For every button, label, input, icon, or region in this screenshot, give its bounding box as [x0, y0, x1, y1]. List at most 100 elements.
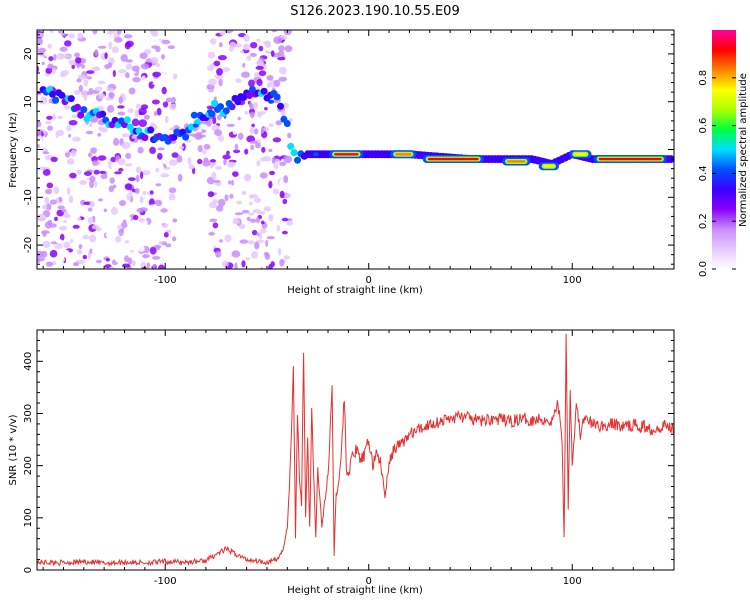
noise-blob [283, 255, 291, 260]
noise-blob [254, 128, 259, 135]
noise-blob [203, 143, 211, 150]
noise-blob [232, 127, 238, 135]
noise-blob [57, 205, 65, 210]
noise-blob [241, 197, 249, 201]
noise-blob [164, 77, 172, 84]
noise-blob [138, 119, 147, 127]
noise-blob [125, 59, 133, 63]
noise-blob [66, 229, 72, 235]
noise-blob [212, 116, 217, 125]
noise-blob [68, 195, 74, 203]
noise-blob [124, 163, 133, 167]
noise-blob [124, 183, 133, 191]
noise-blob [164, 115, 169, 123]
noise-blob [273, 36, 283, 44]
noise-blob [59, 72, 67, 78]
noise-blob [281, 244, 287, 251]
noise-blob [162, 223, 169, 229]
noise-blob [84, 263, 92, 269]
noise-blob [69, 172, 77, 179]
noise-blob [66, 158, 75, 165]
noise-blob [226, 150, 230, 156]
noise-blob [207, 51, 216, 59]
ridge-blob [49, 90, 56, 98]
snr-series-line [37, 333, 674, 568]
noise-blob [120, 54, 128, 62]
noise-blob [136, 230, 145, 235]
noise-blob [117, 158, 126, 166]
ridge-blob [74, 103, 81, 111]
ridge-blob [290, 149, 298, 157]
noise-blob [161, 86, 167, 95]
noise-blob [217, 55, 227, 61]
noise-blob [153, 244, 162, 249]
noise-blob [138, 245, 145, 253]
noise-blob [208, 231, 216, 236]
noise-blob [197, 145, 203, 153]
ridge-blob [277, 102, 284, 110]
noise-blob [157, 147, 165, 151]
noise-blob [132, 76, 141, 83]
y-tick-label: 0 [23, 146, 34, 152]
noise-blob [254, 72, 261, 78]
noise-blob [37, 32, 45, 38]
noise-blob [122, 263, 131, 268]
hot-segment-core [395, 153, 412, 156]
noise-blob [249, 52, 257, 58]
noise-blob [61, 33, 67, 37]
spectrogram-xlabel: Height of straight line (km) [287, 285, 423, 296]
noise-blob [135, 103, 142, 110]
noise-blob [209, 201, 218, 209]
noise-blob [255, 217, 261, 224]
noise-blob [94, 66, 99, 71]
noise-blob [226, 123, 235, 127]
noise-blob [45, 67, 53, 74]
noise-blob [71, 64, 75, 70]
noise-blob [150, 122, 154, 128]
noise-blob [37, 258, 41, 263]
noise-blob [97, 132, 102, 137]
noise-blob [286, 218, 293, 222]
noise-blob [152, 256, 161, 260]
noise-blob [42, 240, 51, 248]
colorbar-tick-label: 0.2 [698, 213, 709, 229]
noise-blob [249, 218, 257, 223]
noise-blob [57, 129, 64, 136]
noise-blob [121, 133, 131, 138]
noise-blob [251, 251, 259, 259]
noise-blob [258, 45, 264, 52]
noise-blob [264, 40, 271, 49]
noise-blob [50, 156, 58, 162]
noise-blob [154, 36, 164, 43]
noise-blob [278, 76, 288, 82]
noise-blob [149, 198, 155, 207]
noise-blob [117, 224, 123, 230]
noise-blob [138, 218, 146, 223]
noise-blob [253, 166, 258, 171]
noise-blob [172, 218, 178, 223]
hot-segment-core [507, 160, 526, 163]
colorbar-tick-label: 0.0 [698, 261, 709, 277]
noise-blob [53, 186, 60, 195]
noise-blob [231, 179, 234, 186]
noise-blob [271, 156, 276, 164]
snr-ticks: -100 0 100 0 100 200 300 400 [23, 329, 675, 587]
y-tick-label: 0 [23, 567, 34, 573]
noise-blob [222, 154, 231, 160]
noise-blob [92, 30, 98, 35]
noise-blob [281, 230, 288, 235]
noise-blob [89, 200, 95, 208]
noise-blob [37, 144, 41, 148]
noise-blob [59, 46, 68, 52]
noise-blob [275, 120, 282, 126]
ridge-blob [294, 156, 301, 164]
y-tick-label: -10 [23, 189, 34, 205]
noise-blob [87, 152, 93, 158]
x-tick-label: -100 [154, 275, 177, 286]
noise-blob [149, 146, 157, 154]
noise-blob [104, 33, 111, 39]
noise-blob [279, 66, 287, 75]
noise-blob [194, 132, 203, 140]
noise-blob [197, 158, 203, 165]
noise-blob [60, 251, 66, 258]
